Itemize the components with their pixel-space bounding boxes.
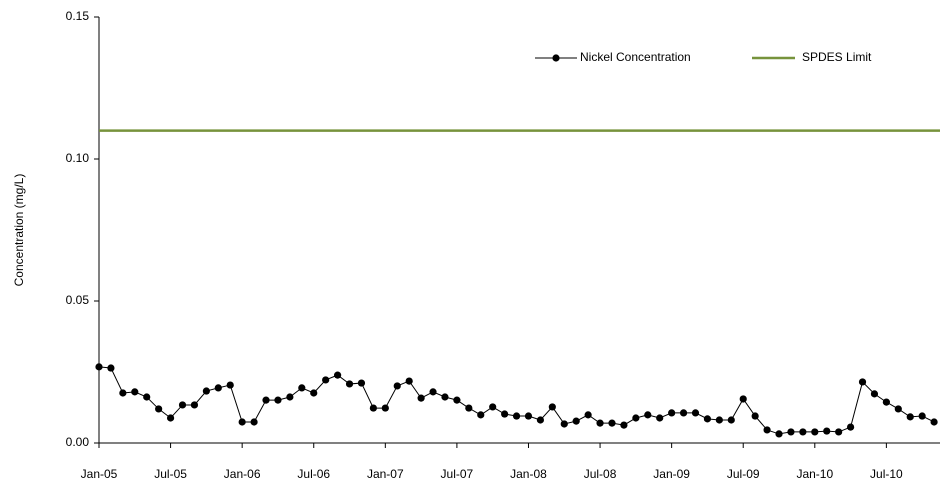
data-point	[274, 396, 282, 404]
data-point	[656, 414, 664, 422]
y-axis-label: Concentration (mg/L)	[12, 174, 26, 287]
x-tick-label: Jul-09	[727, 467, 760, 481]
x-tick-label: Jan-06	[224, 467, 261, 481]
data-point	[286, 393, 294, 401]
data-point	[835, 428, 843, 436]
data-point	[596, 419, 604, 427]
x-tick-label: Jul-07	[441, 467, 474, 481]
data-point	[858, 378, 867, 386]
data-point	[679, 409, 688, 417]
data-point	[811, 428, 819, 436]
data-point	[178, 401, 187, 409]
data-point	[501, 410, 509, 418]
data-point	[489, 403, 497, 411]
data-point	[131, 388, 139, 396]
data-point	[930, 418, 938, 426]
data-point	[691, 409, 700, 417]
x-tick-label: Jul-06	[297, 467, 330, 481]
data-point	[202, 387, 210, 395]
data-point	[787, 428, 795, 436]
legend-label: Nickel Concentration	[580, 50, 691, 64]
y-tick-label: 0.15	[66, 9, 90, 23]
data-point	[143, 393, 151, 401]
data-point	[441, 393, 449, 401]
data-point	[166, 414, 175, 422]
data-point	[548, 403, 556, 411]
data-point	[322, 376, 330, 384]
y-tick-label: 0.10	[66, 151, 90, 165]
data-point	[226, 381, 234, 389]
data-point	[644, 411, 652, 419]
legend-marker	[552, 54, 560, 62]
data-point	[190, 401, 199, 409]
data-point	[906, 413, 914, 421]
data-point	[465, 404, 473, 412]
data-point	[250, 418, 258, 426]
x-tick-label: Jan-09	[653, 467, 690, 481]
data-point	[119, 389, 127, 397]
data-point	[894, 405, 902, 413]
data-point	[715, 416, 723, 424]
series-line	[98, 366, 935, 435]
x-tick-label: Jan-07	[367, 467, 404, 481]
data-point	[524, 412, 533, 420]
data-point	[369, 404, 377, 412]
data-point	[632, 414, 640, 422]
data-point	[262, 396, 270, 404]
data-point	[298, 384, 306, 392]
y-tick-label: 0.05	[66, 293, 90, 307]
data-point	[846, 423, 855, 431]
data-point	[95, 363, 103, 371]
data-point	[775, 430, 783, 438]
data-point	[214, 384, 222, 392]
data-point	[155, 405, 163, 413]
data-point	[453, 396, 461, 404]
data-point	[870, 390, 879, 398]
data-point	[763, 426, 771, 434]
y-tick-label: 0.00	[66, 435, 90, 449]
data-point	[477, 411, 485, 419]
data-point	[620, 421, 628, 429]
x-tick-label: Jan-08	[510, 467, 547, 481]
data-point	[751, 412, 759, 420]
x-tick-label: Jul-10	[870, 467, 903, 481]
data-point	[572, 417, 580, 425]
data-point	[918, 412, 926, 420]
data-point	[512, 412, 521, 420]
data-point	[429, 388, 437, 396]
data-point	[310, 389, 318, 397]
data-point	[560, 420, 568, 428]
data-point	[536, 416, 545, 424]
data-point	[334, 371, 342, 379]
data-point	[393, 382, 401, 390]
x-tick-label: Jul-08	[584, 467, 617, 481]
x-tick-label: Jan-10	[796, 467, 833, 481]
data-point	[417, 394, 425, 402]
data-point	[703, 415, 712, 423]
data-point	[799, 428, 807, 436]
data-point	[823, 427, 831, 435]
x-tick-label: Jan-05	[81, 467, 118, 481]
x-tick-label: Jul-05	[154, 467, 187, 481]
data-point	[405, 377, 413, 385]
data-point	[668, 409, 676, 417]
data-point	[381, 404, 389, 412]
data-point	[584, 411, 592, 419]
data-point	[727, 416, 735, 424]
data-point	[238, 418, 246, 426]
legend-label: SPDES Limit	[802, 50, 872, 64]
data-point	[345, 380, 354, 388]
data-point	[608, 419, 616, 427]
data-point	[107, 364, 115, 372]
data-point	[739, 395, 747, 403]
data-point	[882, 398, 890, 406]
data-point	[357, 379, 366, 387]
